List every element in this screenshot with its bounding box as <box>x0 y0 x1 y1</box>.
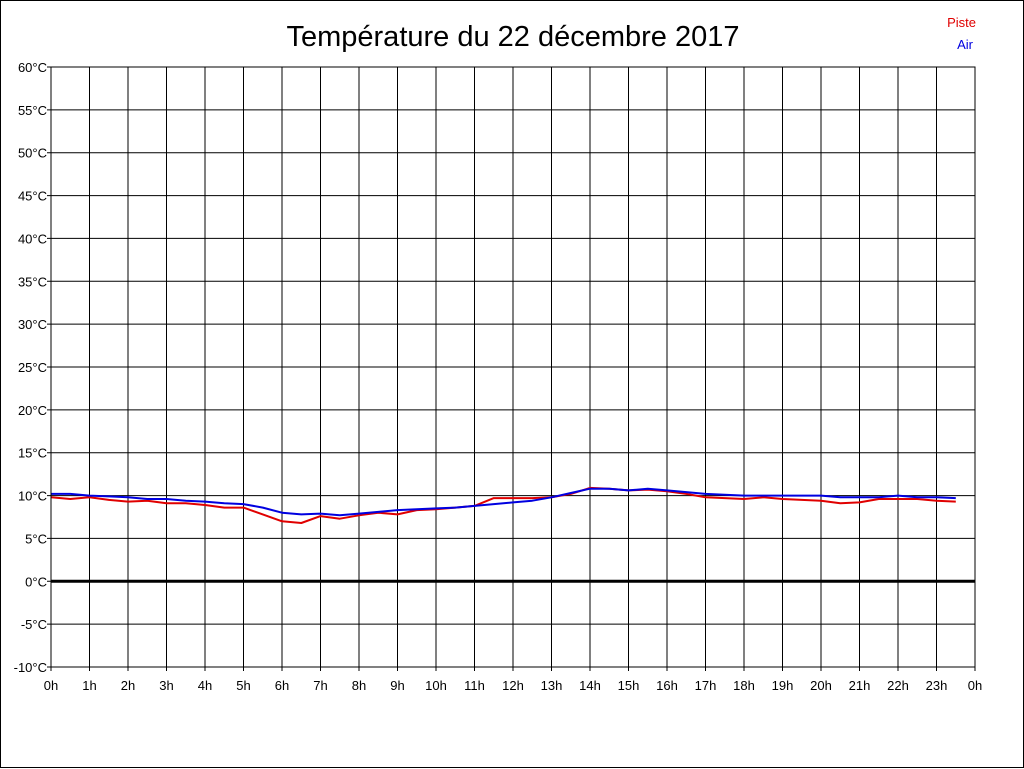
legend-item-air: Air <box>957 37 974 52</box>
y-tick-label: 5°C <box>25 531 47 546</box>
y-tick-label: 25°C <box>18 360 47 375</box>
x-tick-label: 8h <box>352 678 366 693</box>
x-tick-label: 7h <box>313 678 327 693</box>
y-tick-label: -10°C <box>14 660 47 675</box>
y-tick-label: 30°C <box>18 317 47 332</box>
x-tick-label: 1h <box>82 678 96 693</box>
legend: Piste Air <box>947 15 976 52</box>
y-tick-label: 55°C <box>18 103 47 118</box>
y-tick-label: 20°C <box>18 403 47 418</box>
x-tick-label: 11h <box>464 678 485 693</box>
legend-item-piste: Piste <box>947 15 976 30</box>
x-tick-label: 4h <box>198 678 212 693</box>
x-tick-label: 17h <box>695 678 717 693</box>
x-tick-label: 6h <box>275 678 289 693</box>
plot-border <box>50 66 976 668</box>
x-tick-label: 0h <box>968 678 982 693</box>
y-tick-label: 40°C <box>18 231 47 246</box>
series-layer <box>50 486 956 524</box>
x-tick-label: 9h <box>390 678 404 693</box>
y-tick-label: 35°C <box>18 274 47 289</box>
y-tick-label: 50°C <box>18 146 47 161</box>
y-tick-label: 15°C <box>18 446 47 461</box>
x-tick-label: 22h <box>887 678 909 693</box>
x-tick-label: 2h <box>121 678 135 693</box>
x-tick-label: 15h <box>618 678 640 693</box>
x-tick-label: 0h <box>44 678 58 693</box>
x-tick-label: 20h <box>810 678 832 693</box>
chart-title: Température du 22 décembre 2017 <box>286 21 739 53</box>
x-axis-ticks: 0h 1h 2h 3h 4h 5h 6h 7h 8h 9h 10h 11h 12h 13h 14h 15h 16… <box>44 678 982 693</box>
x-tick-label: 12h <box>502 678 524 693</box>
x-tick-label: 10h <box>425 678 447 693</box>
y-tick-label: -5°C <box>21 617 47 632</box>
y-tick-label: 10°C <box>18 489 47 504</box>
series-line-air <box>51 487 956 517</box>
y-tick-label: 60°C <box>18 60 47 75</box>
x-tick-label: 19h <box>772 678 794 693</box>
x-tick-label: 23h <box>926 678 948 693</box>
x-tick-label: 13h <box>541 678 563 693</box>
x-tick-label: 16h <box>656 678 678 693</box>
series-line-piste <box>50 486 956 524</box>
y-tick-label: 45°C <box>18 189 47 204</box>
x-tick-label: 3h <box>159 678 173 693</box>
y-axis-ticks: 60°C 55°C 50°C 45°C 40°C 35°C 30°C 25°C 20°C 15°C… <box>14 60 47 675</box>
x-tick-label: 5h <box>236 678 250 693</box>
y-tick-label: 0°C <box>25 574 47 589</box>
x-tick-label: 21h <box>849 678 871 693</box>
x-tick-label: 14h <box>579 678 601 693</box>
x-tick-label: 18h <box>733 678 755 693</box>
